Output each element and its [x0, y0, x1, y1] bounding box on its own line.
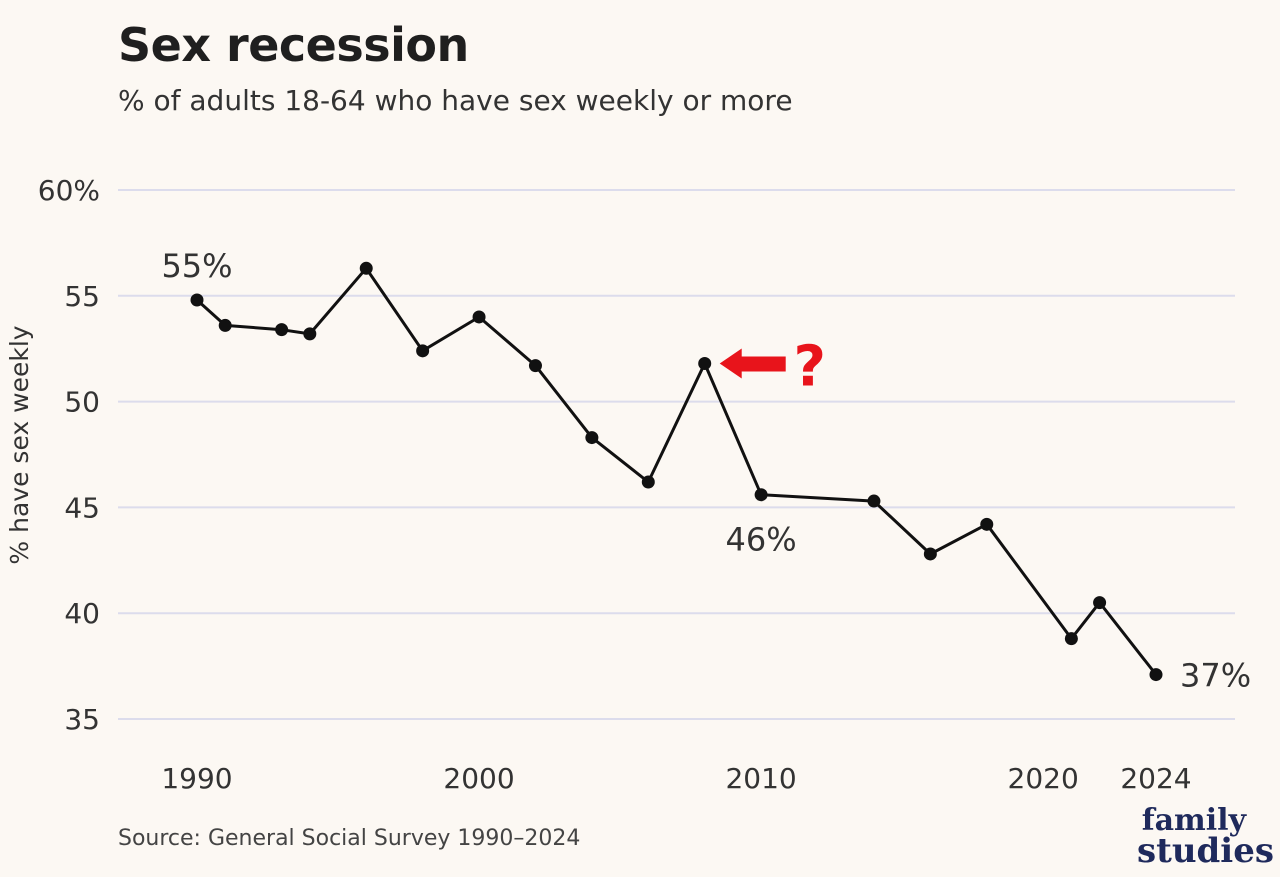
data-label: 37%: [1180, 657, 1251, 695]
chart-subtitle: % of adults 18-64 who have sex weekly or…: [118, 84, 793, 117]
data-point: [1064, 632, 1078, 646]
x-tick-label: 2024: [1120, 762, 1191, 795]
data-point: [416, 344, 430, 358]
data-label: 55%: [161, 247, 232, 285]
source-note: Source: General Social Survey 1990–2024: [118, 826, 581, 851]
y-axis-label: % have sex weekly: [5, 325, 34, 564]
y-axis-ticks: 60% 55 50 45 40 35: [38, 174, 100, 736]
x-axis-ticks: 1990 2000 2010 2020 2024: [161, 762, 1191, 795]
annotation-question-mark: ?: [793, 335, 825, 400]
data-point: [472, 310, 486, 324]
data-point: [754, 488, 768, 502]
data-point: [303, 327, 317, 341]
data-point: [218, 318, 232, 332]
annotation-arrow: [719, 348, 786, 379]
grid-lines: [118, 189, 1235, 720]
x-tick-label: 1990: [161, 762, 232, 795]
x-tick-label: 2020: [1008, 762, 1079, 795]
data-point: [275, 323, 289, 337]
data-labels: 55% 46% 37%: [161, 247, 1251, 695]
chart-title: Sex recession: [118, 18, 469, 72]
y-tick-label: 50: [64, 386, 100, 419]
data-point: [923, 547, 937, 561]
data-point: [641, 475, 655, 489]
logo-line-2: studies: [1136, 831, 1274, 871]
data-label: 46%: [726, 521, 797, 559]
series-group: [190, 261, 1163, 682]
y-tick-label: 55: [64, 280, 100, 313]
x-tick-label: 2010: [725, 762, 796, 795]
data-point: [585, 431, 599, 445]
data-point: [980, 517, 994, 531]
data-point: [528, 359, 542, 373]
annotation-group: ?: [719, 335, 826, 400]
data-point: [359, 261, 373, 275]
data-point: [867, 494, 881, 508]
data-point: [190, 293, 204, 307]
y-tick-label: 35: [64, 703, 100, 736]
brand-logo: family studies: [1136, 803, 1274, 871]
x-tick-label: 2000: [443, 762, 514, 795]
logo-line-1: family: [1141, 803, 1246, 838]
data-point: [1149, 668, 1163, 682]
y-tick-label: 40: [64, 597, 100, 630]
y-tick-label: 60%: [38, 174, 100, 207]
y-tick-label: 45: [64, 491, 100, 524]
data-point: [698, 357, 712, 371]
data-point: [1093, 596, 1107, 610]
